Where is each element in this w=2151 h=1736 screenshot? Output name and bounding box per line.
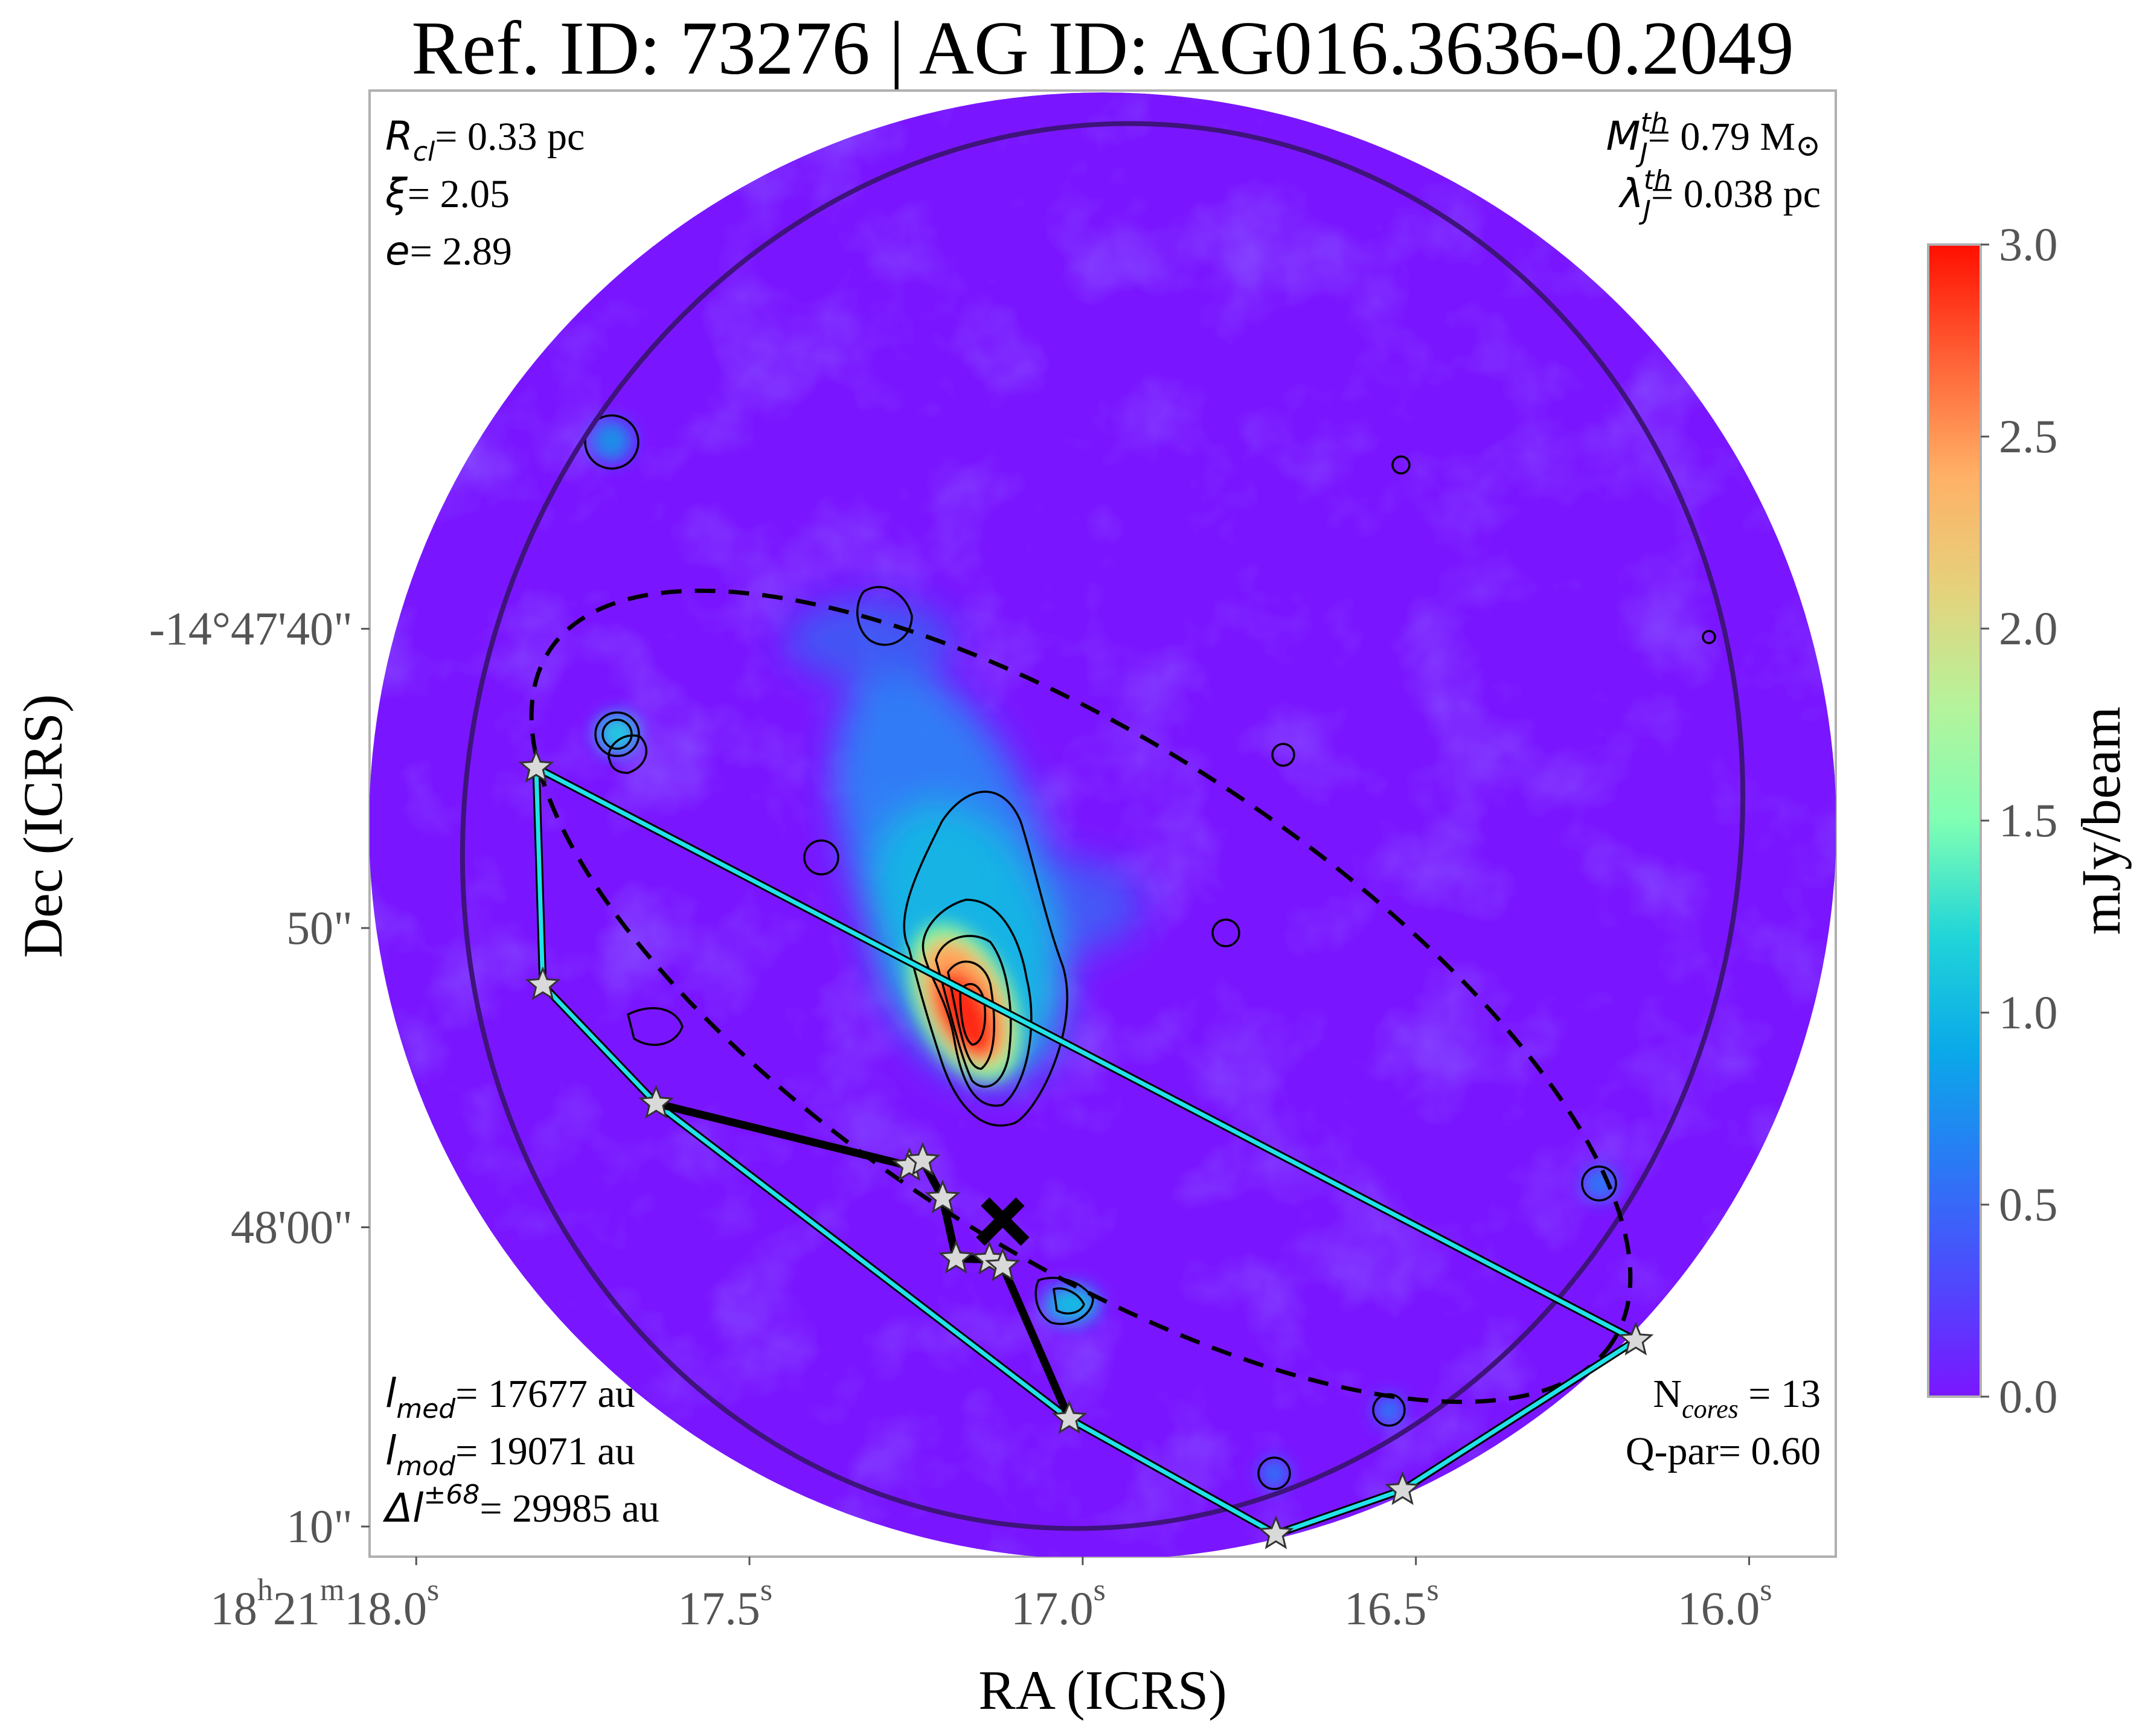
- x-tick-label: 16.0s: [1678, 1573, 1772, 1635]
- centroid-marker: [976, 1197, 1030, 1246]
- annotation-text: λth J= 0.038 pc: [1618, 165, 1821, 226]
- colorbar-tick-label: 2.5: [1999, 410, 2058, 463]
- x-tick-label: 17.0s: [1011, 1573, 1106, 1635]
- black-edge: [998, 1262, 1074, 1423]
- colorbar-tick-label: 3.0: [1999, 218, 2058, 271]
- x-tick-label: 17.5s: [678, 1573, 772, 1635]
- core-star-marker: [925, 1179, 961, 1214]
- y-axis-label: Dec (ICRS): [12, 694, 74, 958]
- colorbar-tick-label: 1.5: [1999, 794, 2058, 847]
- cyan-edge: [1400, 1338, 1638, 1492]
- annotation-text: Rcl= 0.33 pc: [385, 113, 585, 167]
- cyan-edge: [1274, 1487, 1405, 1537]
- colorbar-tick-label: 2.0: [1999, 602, 2058, 655]
- cyan-edge: [654, 1101, 1072, 1421]
- annotation-text: Δl±68= 29985 au: [382, 1479, 659, 1531]
- core-star-marker: [1618, 1321, 1654, 1356]
- annotation-text: Mth J= 0.79 M⊙: [1606, 107, 1821, 168]
- core-star-marker: [905, 1142, 941, 1176]
- emission-map: [370, 92, 1836, 1557]
- centroid-x-marker: [976, 1197, 1030, 1246]
- chart-title: Ref. ID: 73276 | AG ID: AG016.3636-0.204…: [411, 7, 1794, 91]
- colorbar-tick-label: 0.0: [1999, 1370, 2058, 1423]
- cluster-boundary-ring: [460, 121, 1746, 1531]
- colorbar-ticks: 0.0 0.5 1.0 1.5 2.0 2.5 3.0: [1981, 218, 2058, 1423]
- core-star-marker: [1051, 1400, 1088, 1434]
- annotation-text: lmed= 17677 au: [385, 1370, 635, 1424]
- core-markers: [518, 749, 1654, 1549]
- mst-edges-cyan: [532, 763, 1640, 1539]
- annotation-text: Q-par= 0.60: [1626, 1429, 1821, 1473]
- colorbar-tick-label: 1.0: [1999, 986, 2058, 1039]
- y-tick-label: 48'00": [231, 1201, 353, 1254]
- x-tick-label: 18h21m18.0s: [210, 1573, 439, 1635]
- cyan-edge: [540, 982, 659, 1106]
- core-star-marker: [525, 966, 561, 1001]
- annotation-text: e= 2.89: [385, 228, 512, 274]
- colorbar-label: mJy/beam: [2070, 706, 2132, 935]
- annotation-text: ξ= 2.05: [385, 170, 510, 217]
- y-tick-label: 10": [286, 1500, 353, 1552]
- core-star-marker: [1385, 1471, 1421, 1505]
- colorbar: [1927, 243, 1982, 1398]
- core-star-marker: [1258, 1515, 1294, 1549]
- core-star-marker: [938, 1240, 974, 1274]
- black-edge: [652, 1099, 914, 1170]
- core-star-marker: [985, 1247, 1021, 1281]
- annotations: Rcl= 0.33 pcξ= 2.05 e= 2.89 Mth J= 0.79 M⊙λ…: [382, 107, 1821, 1531]
- y-tick-label: 50": [286, 902, 353, 954]
- cyan-edge: [1067, 1417, 1278, 1537]
- x-axis-ticks: 18h21m18.0s 17.5s 17.0s 16.5s 16.0s: [210, 1557, 1772, 1635]
- y-tick-label: -14°47'40": [149, 602, 353, 655]
- annotation-text: Ncores = 13: [1653, 1372, 1821, 1424]
- core-star-marker: [638, 1084, 674, 1119]
- x-tick-label: 16.5s: [1344, 1573, 1439, 1635]
- x-axis-label: RA (ICRS): [978, 1659, 1227, 1721]
- annotation-text: lmod= 19071 au: [385, 1427, 635, 1482]
- cyan-edge: [534, 765, 1638, 1343]
- colorbar-tick-label: 0.5: [1999, 1178, 2058, 1231]
- core-star-marker: [518, 749, 554, 783]
- y-axis-ticks: -14°47'40" 50" 48'00" 10": [149, 602, 370, 1552]
- cyan-edge: [534, 765, 545, 987]
